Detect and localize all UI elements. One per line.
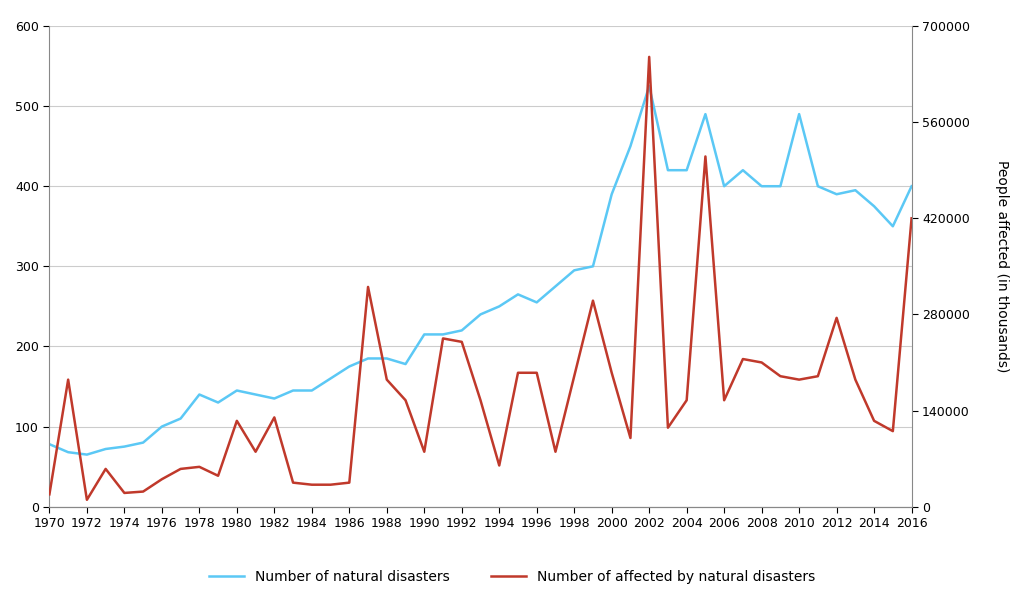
Number of affected by natural disasters — [756, 359, 768, 366]
Number of natural disasters — [605, 190, 617, 198]
Number of natural disasters — [194, 391, 206, 398]
Number of affected by natural disasters — [250, 448, 262, 455]
Number of affected by natural disasters — [156, 476, 168, 483]
Number of affected by natural disasters — [268, 414, 281, 421]
Number of natural disasters — [587, 263, 599, 270]
Number of affected by natural disasters — [587, 297, 599, 304]
Number of natural disasters — [662, 167, 674, 174]
Number of natural disasters — [268, 395, 281, 402]
Number of natural disasters — [212, 399, 224, 406]
Number of natural disasters — [399, 361, 412, 368]
Number of natural disasters — [868, 202, 881, 210]
Line: Number of affected by natural disasters: Number of affected by natural disasters — [49, 57, 911, 500]
Number of natural disasters — [549, 283, 561, 290]
Number of natural disasters — [230, 387, 243, 394]
Number of natural disasters — [43, 441, 55, 448]
Number of affected by natural disasters — [774, 373, 786, 380]
Number of affected by natural disasters — [568, 373, 581, 380]
Y-axis label: People affected (in thousands): People affected (in thousands) — [995, 160, 1009, 373]
Number of affected by natural disasters — [812, 373, 824, 380]
Number of affected by natural disasters — [905, 214, 918, 222]
Number of natural disasters — [250, 391, 262, 398]
Number of natural disasters — [81, 451, 93, 458]
Number of natural disasters — [643, 83, 655, 90]
Number of affected by natural disasters — [456, 338, 468, 346]
Number of natural disasters — [530, 299, 543, 306]
Line: Number of natural disasters: Number of natural disasters — [49, 86, 911, 455]
Number of affected by natural disasters — [681, 397, 693, 404]
Number of natural disasters — [437, 331, 450, 338]
Number of natural disasters — [887, 223, 899, 230]
Number of affected by natural disasters — [605, 369, 617, 376]
Number of affected by natural disasters — [887, 428, 899, 435]
Number of natural disasters — [118, 443, 130, 450]
Number of affected by natural disasters — [174, 465, 186, 473]
Number of affected by natural disasters — [361, 283, 374, 291]
Number of affected by natural disasters — [718, 397, 730, 404]
Number of affected by natural disasters — [643, 53, 655, 60]
Number of affected by natural disasters — [625, 434, 637, 441]
Number of natural disasters — [512, 291, 524, 298]
Number of affected by natural disasters — [868, 418, 881, 425]
Number of natural disasters — [849, 187, 861, 194]
Number of natural disasters — [137, 439, 150, 446]
Number of affected by natural disasters — [437, 335, 450, 342]
Number of natural disasters — [568, 267, 581, 274]
Number of affected by natural disasters — [230, 418, 243, 425]
Number of affected by natural disasters — [830, 314, 843, 322]
Number of affected by natural disasters — [849, 376, 861, 383]
Number of natural disasters — [793, 111, 805, 118]
Number of natural disasters — [736, 167, 749, 174]
Legend: Number of natural disasters, Number of affected by natural disasters: Number of natural disasters, Number of a… — [204, 564, 820, 589]
Number of affected by natural disasters — [699, 153, 712, 160]
Number of natural disasters — [456, 327, 468, 334]
Number of natural disasters — [699, 111, 712, 118]
Number of affected by natural disasters — [530, 369, 543, 376]
Number of natural disasters — [325, 375, 337, 382]
Number of natural disasters — [99, 446, 112, 453]
Number of affected by natural disasters — [549, 448, 561, 455]
Number of natural disasters — [494, 303, 506, 310]
Number of natural disasters — [418, 331, 430, 338]
Number of affected by natural disasters — [494, 462, 506, 469]
Number of natural disasters — [718, 183, 730, 190]
Number of affected by natural disasters — [81, 496, 93, 503]
Number of affected by natural disasters — [137, 488, 150, 495]
Number of affected by natural disasters — [662, 424, 674, 431]
Number of natural disasters — [381, 355, 393, 362]
Number of natural disasters — [174, 415, 186, 422]
Number of affected by natural disasters — [474, 397, 486, 404]
Number of affected by natural disasters — [399, 397, 412, 404]
Number of affected by natural disasters — [306, 481, 318, 488]
Number of affected by natural disasters — [418, 448, 430, 455]
Number of natural disasters — [830, 190, 843, 198]
Number of natural disasters — [905, 183, 918, 190]
Number of affected by natural disasters — [512, 369, 524, 376]
Number of natural disasters — [361, 355, 374, 362]
Number of affected by natural disasters — [736, 355, 749, 362]
Number of affected by natural disasters — [793, 376, 805, 383]
Number of natural disasters — [812, 183, 824, 190]
Number of natural disasters — [756, 183, 768, 190]
Number of natural disasters — [625, 143, 637, 150]
Number of natural disasters — [774, 183, 786, 190]
Number of affected by natural disasters — [325, 481, 337, 488]
Number of affected by natural disasters — [212, 472, 224, 479]
Number of natural disasters — [343, 363, 355, 370]
Number of affected by natural disasters — [343, 479, 355, 486]
Number of natural disasters — [306, 387, 318, 394]
Number of affected by natural disasters — [194, 463, 206, 470]
Number of affected by natural disasters — [118, 489, 130, 497]
Number of natural disasters — [474, 311, 486, 318]
Number of affected by natural disasters — [99, 465, 112, 473]
Number of affected by natural disasters — [287, 479, 299, 486]
Number of affected by natural disasters — [62, 376, 75, 383]
Number of natural disasters — [62, 449, 75, 456]
Number of affected by natural disasters — [381, 376, 393, 383]
Number of natural disasters — [156, 423, 168, 430]
Number of natural disasters — [287, 387, 299, 394]
Number of natural disasters — [681, 167, 693, 174]
Number of affected by natural disasters — [43, 491, 55, 498]
